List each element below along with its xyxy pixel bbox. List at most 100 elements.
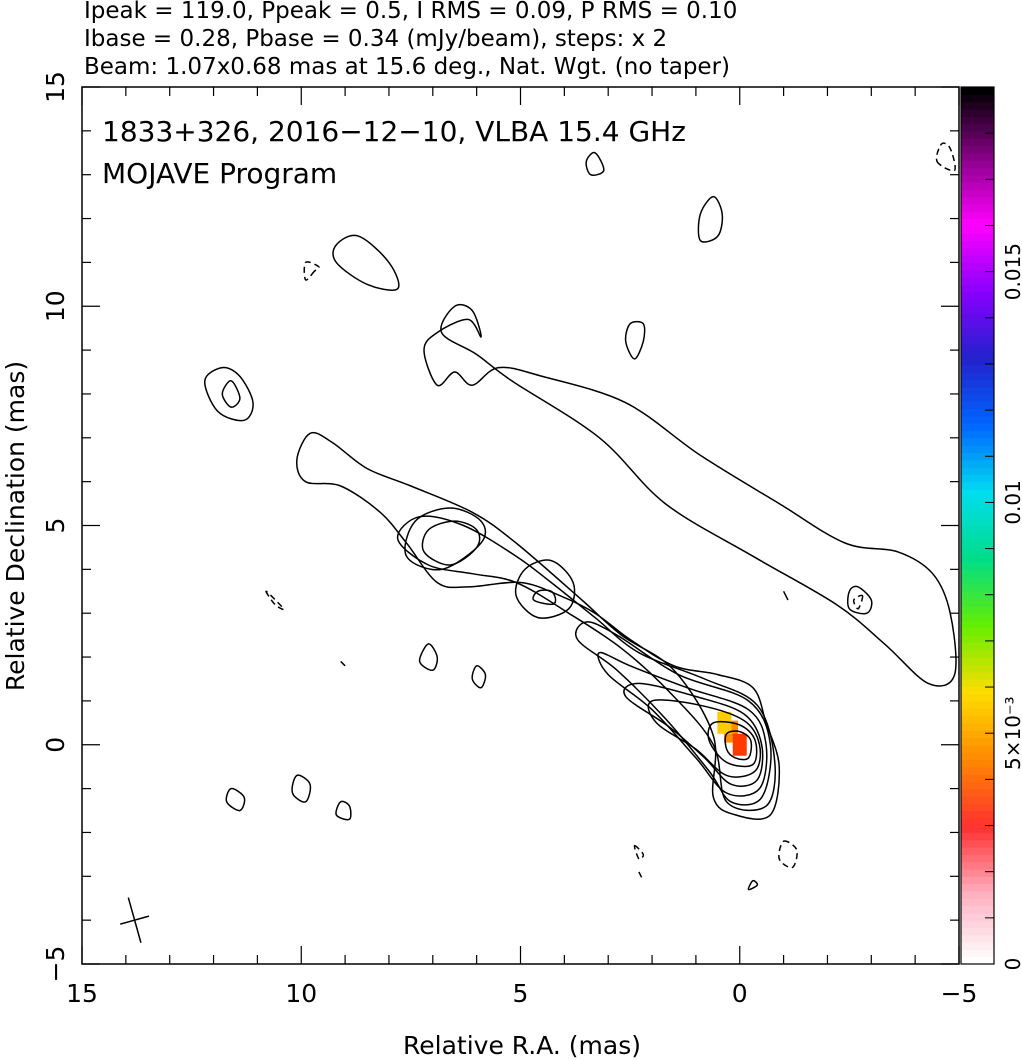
colorbar-swatch bbox=[961, 423, 994, 432]
contour-core-lvl6 bbox=[623, 682, 764, 787]
y-tick-label: 15 bbox=[41, 71, 70, 103]
colorbar-swatch bbox=[961, 182, 994, 190]
contour-dash-neg2.3 bbox=[633, 844, 645, 860]
colorbar-swatch bbox=[961, 320, 994, 329]
colorbar-swatch bbox=[961, 372, 994, 380]
colorbar-swatch bbox=[961, 393, 994, 402]
colorbar-swatch bbox=[961, 956, 994, 965]
colorbar-swatch bbox=[961, 773, 994, 782]
colorbar-swatch bbox=[961, 503, 994, 512]
y-tick-label: 5 bbox=[41, 518, 70, 534]
colorbar-swatch bbox=[961, 488, 994, 497]
colorbar-swatch bbox=[961, 350, 994, 359]
contour-jet-outer bbox=[295, 431, 781, 820]
contour-knot-6.5-lvl3 bbox=[404, 507, 487, 571]
header-line-2: Ibase = 0.28, Pbase = 0.34 (mJy/beam), s… bbox=[84, 26, 667, 52]
colorbar-swatch bbox=[961, 715, 994, 724]
colorbar-swatch bbox=[961, 167, 994, 176]
axis-ticks bbox=[81, 86, 960, 965]
contour-blob-neg1.5 bbox=[335, 800, 352, 821]
colorbar-swatch bbox=[961, 912, 994, 921]
contour-blob-10.6 bbox=[303, 261, 320, 281]
colorbar-swatch bbox=[961, 211, 994, 220]
colorbar-swatch bbox=[961, 876, 994, 885]
colorbar-swatch bbox=[961, 635, 994, 644]
colorbar-swatch bbox=[961, 174, 994, 183]
colorbar-swatch bbox=[961, 342, 994, 351]
colorbar-swatch bbox=[961, 788, 994, 797]
y-tick-labels: −5 0 5 10 15 bbox=[41, 71, 70, 982]
colorbar-swatch bbox=[961, 401, 994, 410]
x-tick-label: 10 bbox=[285, 979, 317, 1008]
colorbar-swatch bbox=[961, 386, 994, 395]
colorbar-swatch bbox=[961, 657, 994, 665]
colorbar-swatch bbox=[961, 722, 994, 731]
colorbar-swatch bbox=[961, 364, 994, 373]
beam-marker bbox=[120, 897, 150, 943]
colorbar-swatch bbox=[961, 94, 994, 103]
beam-minor-axis bbox=[120, 915, 150, 925]
colorbar-swatch bbox=[961, 233, 994, 242]
contour-blob-2a bbox=[418, 643, 439, 671]
colorbar-swatch bbox=[961, 116, 994, 125]
colorbar-swatch bbox=[961, 189, 994, 198]
colorbar-swatch bbox=[961, 847, 994, 855]
colorbar-swatch bbox=[961, 437, 994, 446]
colorbar-swatch bbox=[961, 620, 994, 629]
colorbar-swatch bbox=[961, 108, 994, 117]
colorbar-swatch bbox=[961, 759, 994, 768]
colorbar-swatch bbox=[961, 730, 994, 739]
x-tick-label: 15 bbox=[66, 979, 98, 1008]
colorbar-swatch bbox=[961, 284, 994, 293]
colorbar-swatch bbox=[961, 678, 994, 687]
colorbar-swatch bbox=[961, 642, 994, 651]
colorbar-swatch bbox=[961, 540, 994, 549]
colorbar-swatch bbox=[961, 101, 994, 110]
colorbar-swatch bbox=[961, 262, 994, 271]
colorbar-swatch bbox=[961, 949, 994, 958]
colorbar-swatch bbox=[961, 335, 994, 344]
contour-blob-8-inner bbox=[221, 380, 241, 408]
colorbar-swatch bbox=[961, 138, 994, 147]
colorbar-swatch bbox=[961, 459, 994, 468]
colorbar bbox=[961, 87, 994, 965]
colorbar-swatch bbox=[961, 569, 994, 578]
colorbar-swatch bbox=[961, 291, 994, 300]
colorbar-swatch bbox=[961, 313, 994, 322]
colorbar-swatch bbox=[961, 613, 994, 622]
plot-frame bbox=[81, 86, 960, 965]
colorbar-swatch bbox=[961, 277, 994, 285]
contour-mark-2 bbox=[340, 660, 346, 667]
header-line-1: Ipeak = 119.0, Ppeak = 0.5, I RMS = 0.09… bbox=[84, 0, 737, 24]
colorbar-swatch bbox=[961, 693, 994, 702]
colorbar-swatch bbox=[961, 203, 994, 212]
contour-knot-west-inner bbox=[852, 594, 864, 610]
colorbar-swatch bbox=[961, 379, 994, 388]
contour-blob-12 bbox=[697, 195, 724, 243]
colorbar-swatch bbox=[961, 832, 994, 841]
colorbar-swatch bbox=[961, 269, 994, 278]
colorbar-swatch bbox=[961, 225, 994, 234]
pol-patch-1 bbox=[732, 733, 747, 756]
colorbar-swatch bbox=[961, 927, 994, 936]
colorbar-swatch bbox=[961, 328, 994, 337]
colorbar-swatch bbox=[961, 605, 994, 614]
contour-core-lvl7 bbox=[647, 699, 762, 778]
colorbar-swatch bbox=[961, 591, 994, 600]
colorbar-swatch bbox=[961, 671, 994, 680]
colorbar-swatch bbox=[961, 810, 994, 819]
x-tick-label: 5 bbox=[513, 979, 529, 1008]
x-tick-label: −5 bbox=[941, 979, 978, 1008]
colorbar-swatch bbox=[961, 781, 994, 790]
x-tick-labels: 15 10 5 0 −5 bbox=[66, 979, 977, 1008]
contour-blob-11 bbox=[332, 234, 400, 291]
colorbar-swatch bbox=[961, 627, 994, 636]
colorbar-swatch bbox=[961, 218, 994, 227]
contour-mark-3.5 bbox=[782, 590, 789, 601]
colorbar-swatch bbox=[961, 430, 994, 439]
colorbar-swatch bbox=[961, 686, 994, 695]
colorbar-tick-label: 0.015 bbox=[1001, 243, 1022, 300]
colorbar-swatch bbox=[961, 415, 994, 424]
colorbar-swatch bbox=[961, 795, 994, 804]
colorbar-swatch bbox=[961, 649, 994, 658]
